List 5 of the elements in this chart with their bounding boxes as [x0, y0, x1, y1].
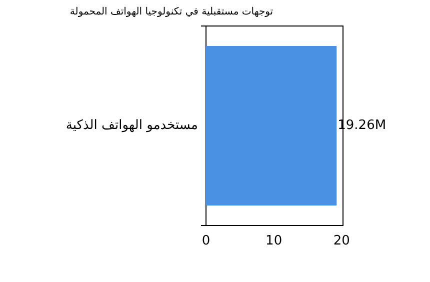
chart-title: توجهات مستقبلية في تكنولوجيا الهواتف المحمولة [70, 6, 274, 18]
x-tick-label: 10 [266, 234, 282, 249]
y-tick-label: مستخدمو الهواتف الذكية [66, 118, 198, 134]
x-tick-label: 0 [202, 234, 210, 249]
x-tick-label: 20 [333, 234, 350, 249]
